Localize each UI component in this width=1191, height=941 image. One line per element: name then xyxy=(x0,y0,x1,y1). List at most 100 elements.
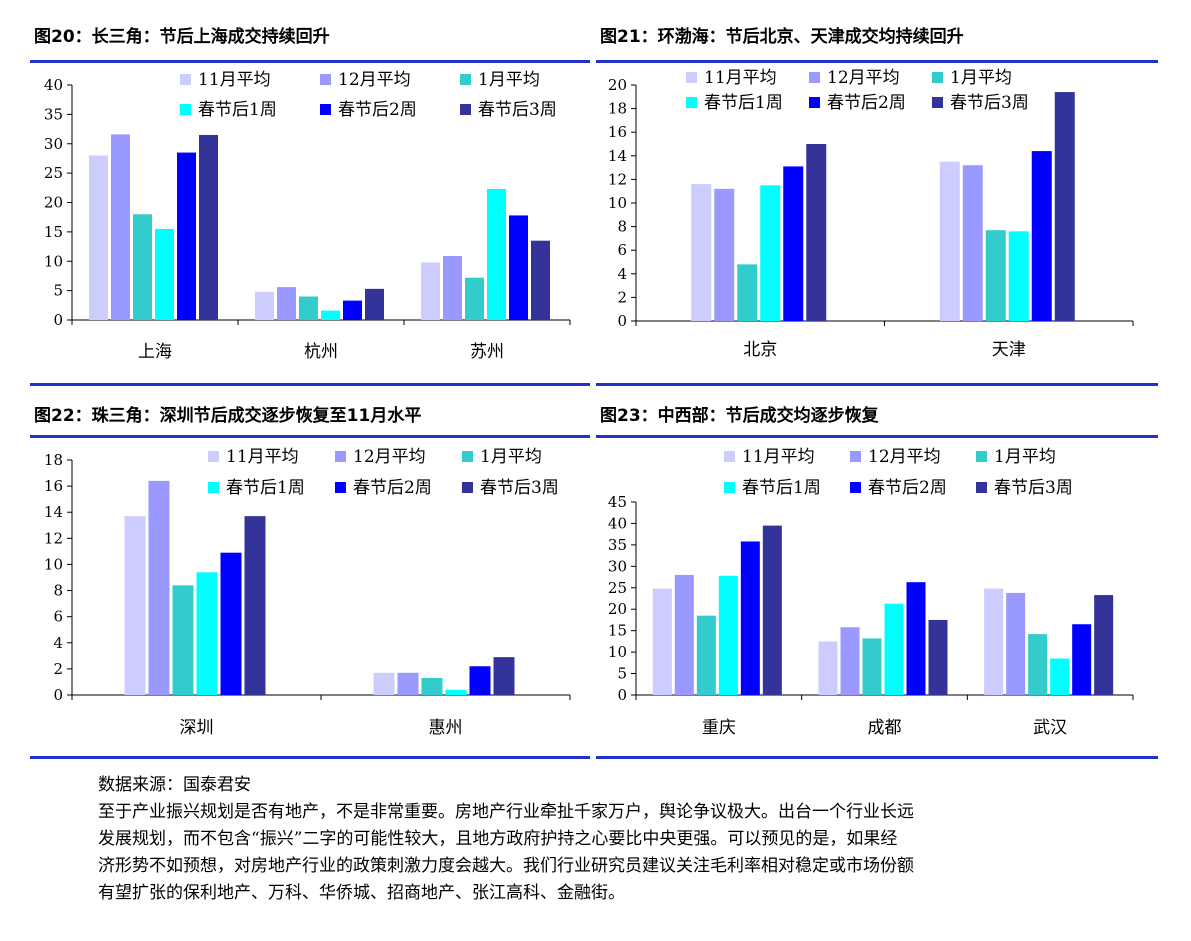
bar xyxy=(674,574,694,695)
bar xyxy=(493,657,515,695)
legend-label: 春节后2周 xyxy=(868,478,947,498)
section-rule xyxy=(596,383,1158,386)
bar xyxy=(196,572,218,695)
bar xyxy=(177,152,196,320)
legend-label: 1月平均 xyxy=(478,70,540,90)
bar xyxy=(133,214,152,320)
bar xyxy=(244,516,266,695)
x-tick-label: 苏州 xyxy=(470,342,504,362)
y-tick-label: 45 xyxy=(608,493,627,511)
legend-swatch xyxy=(180,74,191,85)
bottom-rule xyxy=(596,756,1158,759)
bar xyxy=(343,300,362,320)
paragraph-line: 有望扩张的保利地产、万科、华侨城、招商地产、张江高科、金融街。 xyxy=(98,883,625,903)
bar xyxy=(737,264,758,321)
y-tick-label: 40 xyxy=(608,514,627,532)
bar-chart: 0 5 10 15 20 25 30 35 40 上海 杭州 苏州 11月平均 12月平均 1月平均春节后1… xyxy=(44,70,571,362)
y-tick-label: 5 xyxy=(617,665,627,683)
bar xyxy=(397,672,419,695)
bar-chart: 0 2 4 6 8 10 12 14 16 18 20 北京 天津 11月平均 12月平均 1月平均春节后1周… xyxy=(608,68,1134,360)
bar xyxy=(818,641,838,695)
legend-label: 春节后2周 xyxy=(338,100,417,120)
panel-title: 图23：中西部：节后成交均逐步恢复 xyxy=(600,406,879,426)
legend-label: 春节后1周 xyxy=(198,100,277,120)
panel-fig21: 图21：环渤海：节后北京、天津成交均持续回升 0 2 4 6 8 10 12 14 16 18 20… xyxy=(596,22,1158,377)
bar xyxy=(277,287,296,320)
y-tick-label: 6 xyxy=(617,241,627,259)
legend-label: 11月平均 xyxy=(742,447,815,467)
title-rule xyxy=(30,60,590,63)
bar xyxy=(714,188,735,321)
bar xyxy=(172,585,194,695)
legend-label: 春节后2周 xyxy=(353,478,432,498)
bar xyxy=(469,666,491,695)
y-tick-label: 2 xyxy=(53,660,63,678)
bar xyxy=(1031,151,1052,321)
bar xyxy=(740,541,760,695)
bar-chart: 0 5 10 15 20 25 30 35 40 45 重庆 成都 武汉 11月平均 12月平均 1月平均春节… xyxy=(608,447,1134,738)
legend-swatch xyxy=(320,74,331,85)
bar xyxy=(255,291,274,320)
bar xyxy=(365,288,384,320)
x-tick-label: 惠州 xyxy=(429,718,463,738)
bar xyxy=(691,184,712,321)
legend-swatch xyxy=(460,104,471,115)
legend-swatch xyxy=(686,97,697,108)
bar xyxy=(718,575,738,695)
legend-label: 春节后2周 xyxy=(827,93,906,113)
bar xyxy=(1072,624,1092,695)
legend-swatch xyxy=(462,482,473,493)
bar xyxy=(148,480,170,695)
legend-label: 春节后1周 xyxy=(226,478,305,498)
bar xyxy=(421,262,440,320)
paragraph-line: 至于产业振兴规划是否有地产，不是非常重要。房地产行业牵扯千家万户，舆论争议极大。… xyxy=(98,802,914,822)
legend-swatch xyxy=(462,451,473,462)
legend-label: 1月平均 xyxy=(950,68,1012,88)
footer-text: 数据来源：国泰君安 至于产业振兴规划是否有地产，不是非常重要。房地产行业牵扯千家… xyxy=(98,772,1098,907)
paragraph-line: 济形势不如预想，对房地产行业的政策刺激力度会越大。我们行业研究员建议关注毛利率相… xyxy=(98,856,914,876)
bar xyxy=(1028,634,1048,695)
y-tick-label: 10 xyxy=(608,194,627,212)
bar xyxy=(783,166,804,321)
panel-title: 图21：环渤海：节后北京、天津成交均持续回升 xyxy=(600,27,964,47)
y-tick-label: 18 xyxy=(44,451,63,469)
x-tick-label: 武汉 xyxy=(1033,718,1067,738)
legend-label: 春节后1周 xyxy=(704,93,783,113)
bar xyxy=(220,552,242,695)
y-tick-label: 0 xyxy=(53,311,63,329)
bar xyxy=(199,134,218,320)
x-tick-label: 深圳 xyxy=(180,718,214,738)
legend-swatch xyxy=(809,72,820,83)
legend-label: 12月平均 xyxy=(338,70,411,90)
panel-fig23: 图23：中西部：节后成交均逐步恢复 0 5 10 15 20 25 30 35 40 45 重庆 成都… xyxy=(596,383,1158,759)
y-tick-label: 20 xyxy=(608,600,627,618)
bar xyxy=(1050,658,1070,695)
legend-swatch xyxy=(850,482,861,493)
y-tick-label: 10 xyxy=(44,252,63,270)
legend-swatch xyxy=(976,482,987,493)
bar xyxy=(443,255,462,320)
bar xyxy=(373,672,395,695)
bar xyxy=(487,188,506,320)
y-tick-label: 16 xyxy=(44,477,63,495)
bar xyxy=(884,603,904,695)
y-tick-label: 4 xyxy=(617,265,627,283)
bar xyxy=(124,516,146,695)
bar xyxy=(652,588,672,695)
legend-label: 11月平均 xyxy=(226,447,299,467)
legend-swatch xyxy=(180,104,191,115)
bar xyxy=(421,678,443,695)
x-tick-label: 杭州 xyxy=(304,342,338,362)
bar xyxy=(1008,231,1029,321)
legend-swatch xyxy=(976,451,987,462)
y-tick-label: 25 xyxy=(608,579,627,597)
y-tick-label: 8 xyxy=(617,218,627,236)
bar xyxy=(1054,92,1075,321)
y-tick-label: 30 xyxy=(608,557,627,575)
title-rule xyxy=(596,60,1158,63)
y-tick-label: 15 xyxy=(608,622,627,640)
bar xyxy=(465,277,484,320)
y-tick-label: 20 xyxy=(44,194,63,212)
bar xyxy=(939,161,960,321)
